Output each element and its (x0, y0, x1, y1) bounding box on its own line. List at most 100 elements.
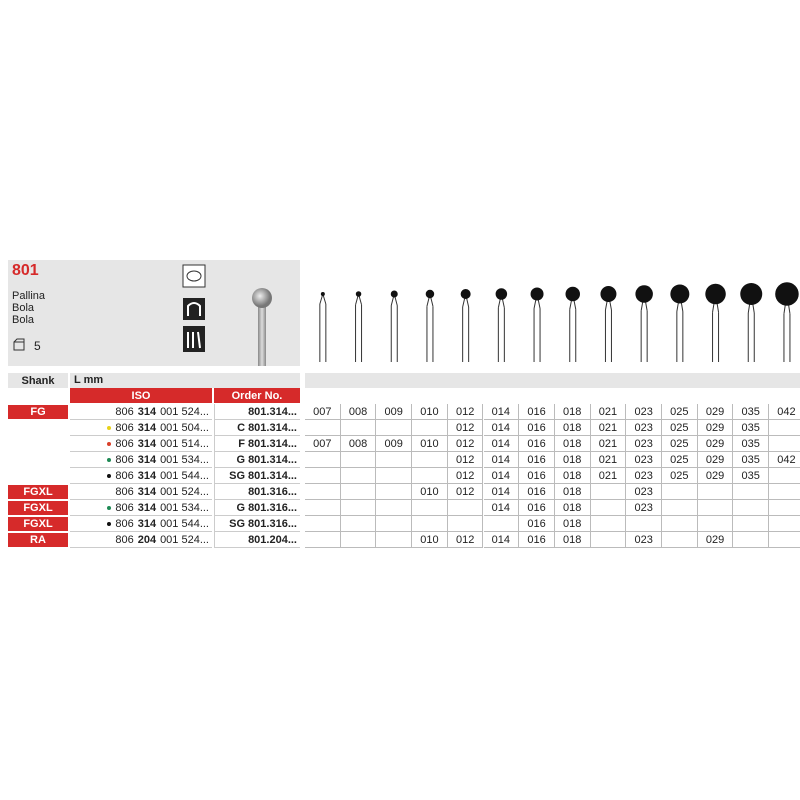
size-cell: 016 (519, 404, 555, 420)
size-cell (590, 500, 627, 516)
size-cell: 029 (697, 404, 734, 420)
size-cell (733, 500, 770, 516)
size-cell (412, 468, 448, 484)
order-cell: G 801.316... (214, 500, 300, 516)
size-cell: 010 (412, 484, 448, 500)
name: Pallina (12, 290, 46, 302)
iso-part: 314 (137, 469, 157, 482)
size-cell (376, 420, 413, 436)
size-cell (305, 500, 341, 516)
bur-photo (252, 288, 272, 366)
size-cell: 029 (697, 452, 734, 468)
bur-drawing (635, 285, 653, 362)
size-cell: 016 (519, 468, 555, 484)
size-cell (305, 516, 341, 532)
size-cell: 016 (519, 452, 555, 468)
size-cell: 018 (554, 436, 591, 452)
size-cell: 023 (626, 532, 662, 548)
size-cell: 025 (662, 436, 698, 452)
order-cell: F 801.314... (214, 436, 300, 452)
size-cell: 010 (412, 404, 448, 420)
size-cell: 010 (412, 436, 448, 452)
size-cell: 025 (662, 452, 698, 468)
size-cell (769, 468, 800, 484)
size-cell: 029 (697, 468, 734, 484)
size-cell: 012 (447, 532, 484, 548)
size-cell: 029 (697, 532, 734, 548)
iso-part: 806 (115, 437, 134, 450)
size-cell: 023 (626, 452, 662, 468)
size-cell (662, 532, 698, 548)
shank-label: FGXL (8, 517, 68, 531)
size-cell: 014 (483, 532, 520, 548)
iso-part: 001 524... (160, 485, 209, 498)
size-cell (376, 484, 413, 500)
product-code: 801 (12, 262, 39, 279)
bur-drawing (600, 286, 617, 362)
size-cell: 035 (733, 468, 770, 484)
size-header-band (305, 373, 800, 388)
size-cell: 021 (590, 468, 627, 484)
size-cell: 035 (733, 420, 770, 436)
size-cell (483, 516, 520, 532)
shank-label: RA (8, 533, 68, 547)
size-cell: 008 (340, 436, 377, 452)
bur-drawing (355, 291, 363, 362)
size-cell: 029 (697, 420, 734, 436)
name: Bola (12, 302, 35, 314)
size-cell: 021 (590, 436, 627, 452)
bur-drawing (705, 283, 726, 362)
pack-icon (13, 338, 25, 351)
bur-drawing (670, 284, 690, 362)
name: Bola (12, 314, 35, 326)
size-cell (447, 500, 484, 516)
bur-drawing (775, 282, 799, 362)
size-cell: 008 (340, 404, 377, 420)
size-cell (769, 436, 800, 452)
order-cell: G 801.314... (214, 452, 300, 468)
size-cell (412, 420, 448, 436)
bur-drawing (319, 292, 327, 362)
iso-part: 806 (115, 453, 134, 466)
size-cell: 012 (447, 420, 484, 436)
size-cell: 016 (519, 436, 555, 452)
size-cell: 012 (447, 404, 484, 420)
size-cell: 009 (376, 404, 413, 420)
bur-drawing (530, 287, 544, 362)
size-cell (305, 484, 341, 500)
size-cell: 018 (554, 532, 591, 548)
size-cell: 023 (626, 436, 662, 452)
iso-cell: 806 314 001 544... (70, 516, 212, 532)
pack-count: 5 (34, 339, 41, 353)
iso-part: 001 544... (160, 517, 209, 530)
size-cell: 035 (733, 452, 770, 468)
size-cell (376, 516, 413, 532)
size-cell (340, 452, 377, 468)
shank-label: FGXL (8, 485, 68, 499)
size-cell (412, 516, 448, 532)
size-cell: 016 (519, 500, 555, 516)
name-list: Pallina Bola Bola (12, 290, 45, 326)
size-cell: 018 (554, 484, 591, 500)
iso-part: 314 (137, 437, 157, 450)
size-cell: 023 (626, 500, 662, 516)
bur-drawing (740, 283, 763, 362)
size-cell: 025 (662, 404, 698, 420)
series-dot (107, 457, 112, 462)
order-header: Order No. (214, 388, 300, 403)
size-cell: 035 (733, 404, 770, 420)
iso-cell: 806 314 001 534... (70, 500, 212, 516)
iso-part: 204 (137, 533, 157, 546)
size-cell: 018 (554, 404, 591, 420)
size-cell: 012 (447, 468, 484, 484)
length-header: L mm (70, 373, 300, 388)
iso-part: 806 (115, 469, 134, 482)
iso-part: 806 (115, 533, 134, 546)
size-cell: 016 (519, 484, 555, 500)
size-cell: 012 (447, 452, 484, 468)
shank-label: FGXL (8, 501, 68, 515)
size-cell (662, 516, 698, 532)
size-cell (305, 420, 341, 436)
size-cell: 023 (626, 484, 662, 500)
